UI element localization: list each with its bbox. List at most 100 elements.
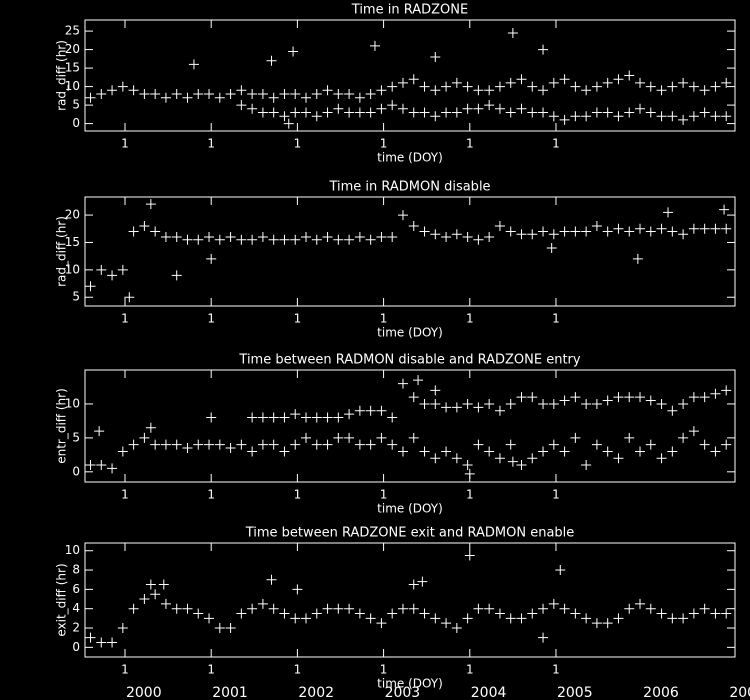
data-point — [288, 46, 299, 57]
data-point — [139, 221, 150, 232]
year-label: 2003 — [385, 685, 421, 700]
data-point — [441, 618, 452, 629]
data-point — [85, 92, 96, 103]
year-label: 2001 — [212, 685, 248, 700]
data-point — [344, 603, 355, 614]
data-point — [344, 409, 355, 420]
data-point — [301, 231, 312, 242]
data-point — [464, 550, 475, 561]
data-point — [613, 74, 624, 85]
data-point — [150, 226, 161, 237]
data-point — [699, 439, 710, 450]
panel: Time between RADZONE exit and RADMON ena… — [55, 526, 750, 700]
data-point — [354, 439, 365, 450]
y-tick-label: 2 — [72, 621, 80, 635]
data-point — [430, 85, 441, 96]
panel-title: Time in RADZONE — [351, 3, 468, 18]
data-point — [581, 85, 592, 96]
y-axis-label: rad_diff (hr) — [55, 40, 69, 111]
data-point — [301, 613, 312, 624]
data-point — [656, 85, 667, 96]
data-point — [225, 231, 236, 242]
data-point — [527, 107, 538, 118]
data-point — [559, 226, 570, 237]
data-point — [441, 107, 452, 118]
data-point — [257, 412, 268, 423]
data-point — [247, 234, 258, 245]
data-point — [494, 608, 505, 619]
data-point — [397, 446, 408, 457]
x-tick-label: 1 — [121, 663, 129, 677]
data-point — [645, 226, 656, 237]
data-point — [139, 89, 150, 99]
data-point — [413, 375, 424, 386]
panel-title: Time between RADZONE exit and RADMON ena… — [245, 526, 575, 541]
data-point — [538, 603, 549, 614]
data-point — [710, 223, 721, 234]
data-point — [225, 443, 236, 454]
data-point — [548, 111, 559, 122]
data-point — [204, 89, 215, 99]
x-tick-label: 1 — [552, 312, 560, 326]
data-point — [721, 439, 732, 450]
plot-frame — [84, 369, 736, 483]
data-point — [624, 392, 635, 403]
data-point — [290, 107, 301, 118]
data-point — [516, 229, 527, 240]
data-point — [376, 231, 387, 242]
data-point — [117, 623, 128, 634]
y-axis-label: entr_diff (hr) — [55, 388, 69, 464]
data-point — [645, 395, 656, 406]
data-point — [354, 92, 365, 103]
data-point — [688, 392, 699, 403]
data-point — [107, 637, 118, 648]
x-tick-label: 1 — [121, 137, 129, 151]
data-point — [656, 223, 667, 234]
data-point — [96, 637, 107, 648]
year-label: 2000 — [126, 685, 162, 700]
data-point — [160, 598, 171, 609]
y-tick-label: 6 — [72, 582, 80, 596]
data-point — [678, 77, 689, 88]
data-point — [516, 460, 527, 471]
data-point — [257, 107, 268, 118]
data-point — [635, 598, 646, 609]
x-tick-label: 1 — [294, 488, 302, 502]
y-tick-label: 4 — [72, 601, 80, 615]
x-axis-label: time (DOY) — [377, 151, 443, 165]
data-point — [354, 231, 365, 242]
data-point — [451, 229, 462, 240]
data-point — [473, 402, 484, 413]
data-point — [624, 432, 635, 443]
data-point — [311, 89, 322, 99]
data-point — [710, 608, 721, 619]
data-point — [613, 223, 624, 234]
data-point — [283, 118, 294, 129]
data-point — [538, 107, 549, 118]
data-point — [464, 468, 475, 479]
data-point — [430, 229, 441, 240]
data-point — [624, 107, 635, 118]
data-point — [266, 574, 277, 585]
data-point — [160, 439, 171, 450]
data-point — [160, 92, 171, 103]
data-point — [430, 398, 441, 409]
data-point — [247, 412, 258, 423]
data-point — [387, 231, 398, 242]
data-point — [538, 632, 549, 643]
data-point — [188, 59, 199, 70]
data-point — [279, 89, 290, 99]
data-point — [645, 439, 656, 450]
data-point — [279, 608, 290, 619]
data-point — [145, 422, 156, 433]
x-tick-label: 1 — [380, 137, 388, 151]
data-point — [602, 107, 613, 118]
data-point — [290, 409, 301, 420]
data-point — [268, 107, 279, 118]
data-point — [624, 603, 635, 614]
year-label: 2002 — [298, 685, 334, 700]
data-point — [507, 27, 518, 38]
data-point — [354, 608, 365, 619]
